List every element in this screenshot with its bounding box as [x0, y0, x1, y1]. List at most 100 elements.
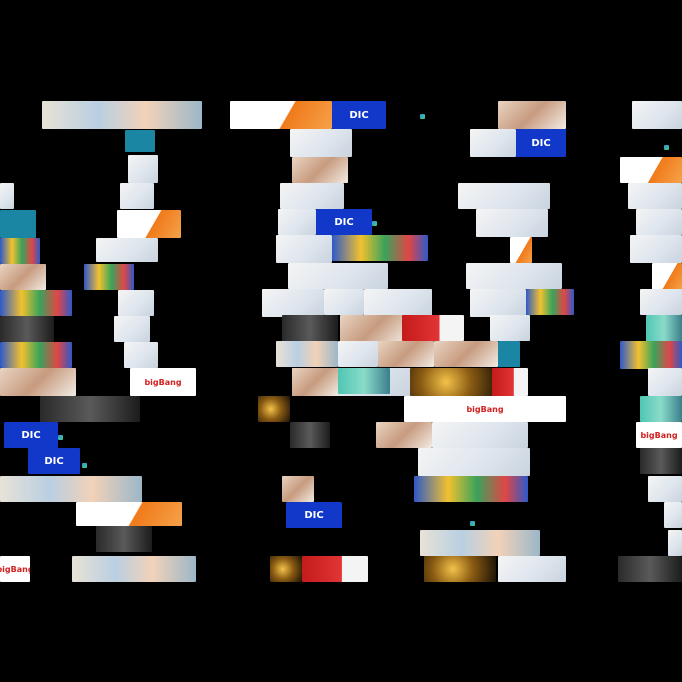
- banner-tile: [470, 514, 544, 532]
- app-store-icon: [664, 144, 669, 150]
- banner-tile: [125, 130, 155, 152]
- banner-tile: [276, 341, 338, 367]
- banner-tile: [288, 263, 388, 289]
- banner-tile: [262, 289, 324, 317]
- banner-tile: [376, 422, 432, 448]
- banner-tile: [424, 556, 496, 582]
- banner-tile: DIC: [286, 502, 342, 528]
- banner-tile: [458, 183, 550, 209]
- banner-tile: [490, 315, 530, 341]
- brand-label: DIC: [531, 137, 551, 149]
- banner-tile: [124, 342, 158, 368]
- banner-tile: [96, 526, 152, 552]
- banner-tile: DIC: [28, 448, 80, 474]
- banner-tile: [526, 289, 574, 315]
- banner-tile: [0, 264, 46, 290]
- banner-tile: [118, 290, 154, 316]
- banner-tile: [470, 129, 516, 157]
- banner-tile: [620, 157, 682, 183]
- ad-label: bigBang: [0, 564, 30, 574]
- banner-tile: [668, 530, 682, 556]
- brand-label: DIC: [21, 429, 41, 441]
- banner-tile: [420, 106, 498, 126]
- banner-tile: [0, 238, 40, 264]
- banner-tile: [338, 341, 378, 367]
- banner-tile: [664, 502, 682, 528]
- banner-tile: [290, 129, 352, 157]
- banner-tile: [0, 210, 36, 238]
- banner-tile: [282, 315, 338, 343]
- banner-tile: [632, 101, 682, 129]
- banner-tile: [0, 368, 76, 396]
- banner-tile: [640, 396, 682, 422]
- banner-tile: [618, 556, 682, 582]
- banner-tile: [292, 157, 348, 183]
- banner-tile: [114, 316, 150, 342]
- banner-tile: [332, 235, 428, 261]
- banner-tile: [636, 209, 682, 235]
- banner-tile: [498, 101, 566, 129]
- banner-tile: [498, 341, 520, 367]
- app-store-icon: [58, 434, 63, 440]
- app-store-icon: [420, 113, 425, 119]
- banner-tile: [432, 422, 528, 448]
- banner-tile: [476, 209, 548, 237]
- banner-tile: [82, 456, 156, 474]
- banner-tile: [270, 556, 302, 582]
- banner-tile: [620, 341, 682, 369]
- banner-tile: [410, 368, 500, 396]
- banner-tile: DIC: [4, 422, 58, 448]
- banner-tile: DIC: [516, 129, 566, 157]
- banner-tile: [340, 315, 406, 343]
- banner-tile: [278, 209, 316, 235]
- banner-tile: DIC: [316, 209, 372, 235]
- banner-tile: bigBang: [636, 422, 682, 448]
- banner-tile: [0, 342, 72, 368]
- banner-tile: [324, 289, 364, 315]
- banner-tile: [498, 556, 566, 582]
- banner-tile: [418, 448, 530, 476]
- banner-tile: [364, 289, 432, 317]
- banner-tile: [640, 448, 682, 474]
- banner-tile: [96, 238, 158, 262]
- banner-tile: [640, 289, 682, 315]
- app-store-icon: [82, 462, 87, 468]
- banner-tile: [76, 502, 182, 526]
- banner-tile: [664, 138, 682, 156]
- banner-tile: bigBang: [0, 556, 30, 582]
- banner-tile: [434, 341, 498, 367]
- banner-tile: [276, 235, 332, 263]
- ad-label: bigBang: [144, 377, 182, 387]
- banner-tile: [84, 264, 134, 290]
- banner-tile: [414, 476, 528, 502]
- banner-tile: [230, 101, 332, 129]
- banner-tile: [420, 530, 540, 556]
- app-store-icon: [470, 520, 475, 526]
- banner-tile: [120, 183, 154, 209]
- banner-tile: [40, 396, 140, 422]
- banner-tile: [0, 183, 14, 209]
- banner-tile: DIC: [332, 101, 386, 129]
- brand-label: DIC: [304, 509, 324, 521]
- banner-tile: [117, 210, 181, 238]
- banner-tile: [466, 263, 562, 289]
- banner-tile: [378, 341, 434, 367]
- banner-tile: [372, 214, 448, 232]
- banner-tile: [648, 476, 682, 502]
- banner-tile: [0, 476, 142, 502]
- banner-tile: [630, 235, 682, 263]
- banner-tile: [290, 422, 330, 448]
- banner-tile: [282, 476, 314, 502]
- banner-tile: [652, 263, 682, 291]
- banner-tile: [258, 396, 290, 422]
- banner-tile: bigBang: [130, 368, 196, 396]
- banner-tile: [648, 368, 682, 396]
- banner-tile: [402, 315, 464, 341]
- banner-tile: [280, 183, 344, 209]
- ad-label: bigBang: [640, 430, 678, 440]
- banner-tile: [510, 237, 532, 263]
- brand-label: DIC: [44, 455, 64, 467]
- banner-tile: bigBang: [404, 396, 566, 422]
- brand-label: DIC: [334, 216, 354, 228]
